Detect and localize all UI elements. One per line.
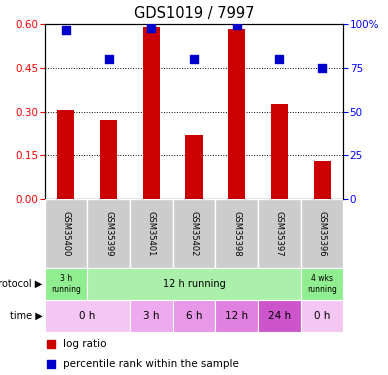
Text: 3 h: 3 h	[143, 311, 159, 321]
Text: GSM35398: GSM35398	[232, 211, 241, 256]
Bar	[215, 199, 258, 268]
Bar	[57, 110, 74, 199]
Text: GSM35396: GSM35396	[317, 211, 327, 256]
Text: 12 h: 12 h	[225, 311, 248, 321]
Bar	[185, 135, 203, 199]
Text: GSM35401: GSM35401	[147, 211, 156, 256]
Bar	[271, 104, 288, 199]
Text: GSM35397: GSM35397	[275, 211, 284, 256]
Bar	[130, 199, 173, 268]
Text: GSM35400: GSM35400	[61, 211, 71, 256]
Bar	[258, 199, 301, 268]
Bar	[228, 29, 245, 199]
Bar	[173, 300, 215, 332]
Bar	[45, 199, 87, 268]
Text: 0 h: 0 h	[79, 311, 95, 321]
Text: 12 h running: 12 h running	[163, 279, 225, 289]
Point	[234, 22, 240, 28]
Point	[63, 27, 69, 33]
Text: percentile rank within the sample: percentile rank within the sample	[62, 359, 238, 369]
Text: GSM35402: GSM35402	[189, 211, 199, 256]
Point	[319, 65, 325, 71]
Text: 0 h: 0 h	[314, 311, 330, 321]
Point	[148, 25, 154, 31]
Bar	[87, 268, 301, 300]
Bar	[45, 300, 130, 332]
Bar	[45, 268, 87, 300]
Bar	[173, 199, 215, 268]
Text: log ratio: log ratio	[62, 339, 106, 349]
Text: 6 h: 6 h	[186, 311, 202, 321]
Bar	[301, 300, 343, 332]
Text: GSM35399: GSM35399	[104, 211, 113, 256]
Point	[47, 361, 54, 367]
Text: 3 h
running: 3 h running	[51, 274, 81, 294]
Bar	[143, 27, 160, 199]
Text: protocol ▶: protocol ▶	[0, 279, 43, 289]
Text: GDS1019 / 7997: GDS1019 / 7997	[134, 6, 254, 21]
Bar	[100, 120, 117, 199]
Text: 24 h: 24 h	[268, 311, 291, 321]
Bar	[130, 300, 173, 332]
Bar	[301, 199, 343, 268]
Point	[47, 341, 54, 347]
Point	[191, 56, 197, 62]
Bar	[215, 300, 258, 332]
Bar	[301, 268, 343, 300]
Bar	[314, 161, 331, 199]
Text: time ▶: time ▶	[10, 311, 43, 321]
Bar	[258, 300, 301, 332]
Point	[106, 56, 112, 62]
Bar	[87, 199, 130, 268]
Point	[276, 56, 282, 62]
Text: 4 wks
running: 4 wks running	[307, 274, 337, 294]
